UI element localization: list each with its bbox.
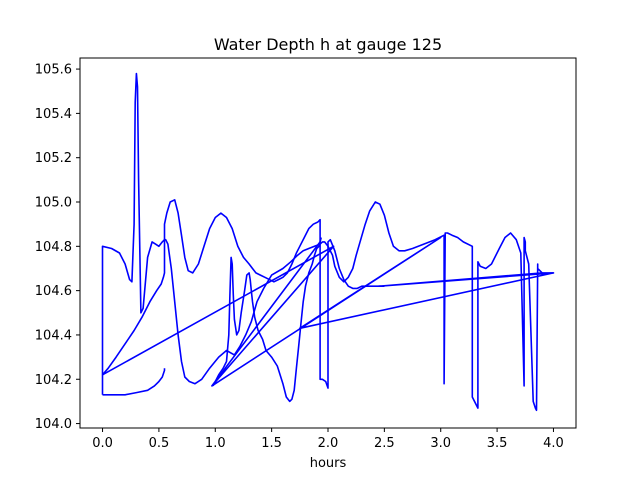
y-tick-label: 104.8 bbox=[35, 240, 72, 255]
y-tick-label: 105.2 bbox=[35, 151, 72, 166]
y-tick-label: 105.4 bbox=[35, 107, 72, 122]
chart-title: Water Depth h at gauge 125 bbox=[214, 35, 442, 54]
x-tick-label: 2.0 bbox=[318, 436, 339, 451]
y-tick-label: 105.0 bbox=[35, 196, 72, 211]
y-axis: 104.0 104.2 104.4 104.6 104.8 105.0 105.2 105.4… bbox=[35, 63, 80, 432]
series-line-1 bbox=[101, 72, 554, 412]
x-tick-label: 2.5 bbox=[374, 436, 395, 451]
series-line-3 bbox=[102, 368, 166, 396]
y-tick-label: 104.4 bbox=[35, 328, 72, 343]
series-line-2 bbox=[101, 199, 385, 389]
x-tick-label: 3.5 bbox=[487, 436, 508, 451]
x-tick-label: 4.0 bbox=[543, 436, 564, 451]
series-group bbox=[101, 72, 555, 412]
y-tick-label: 104.6 bbox=[35, 284, 72, 299]
y-tick-label: 104.0 bbox=[35, 417, 72, 432]
x-tick-label: 1.5 bbox=[261, 436, 282, 451]
x-tick-label: 0.5 bbox=[149, 436, 170, 451]
x-axis: 0.0 0.5 1.0 1.5 2.0 2.5 3.0 3.5 4.0 bbox=[92, 428, 564, 451]
y-tick-label: 104.2 bbox=[35, 373, 72, 388]
y-tick-label: 105.6 bbox=[35, 63, 72, 78]
x-tick-label: 3.0 bbox=[430, 436, 451, 451]
x-tick-label: 0.0 bbox=[92, 436, 113, 451]
x-axis-label: hours bbox=[310, 456, 347, 471]
series-line-4 bbox=[212, 237, 322, 403]
series-line-5 bbox=[102, 236, 555, 387]
x-tick-label: 1.0 bbox=[205, 436, 226, 451]
